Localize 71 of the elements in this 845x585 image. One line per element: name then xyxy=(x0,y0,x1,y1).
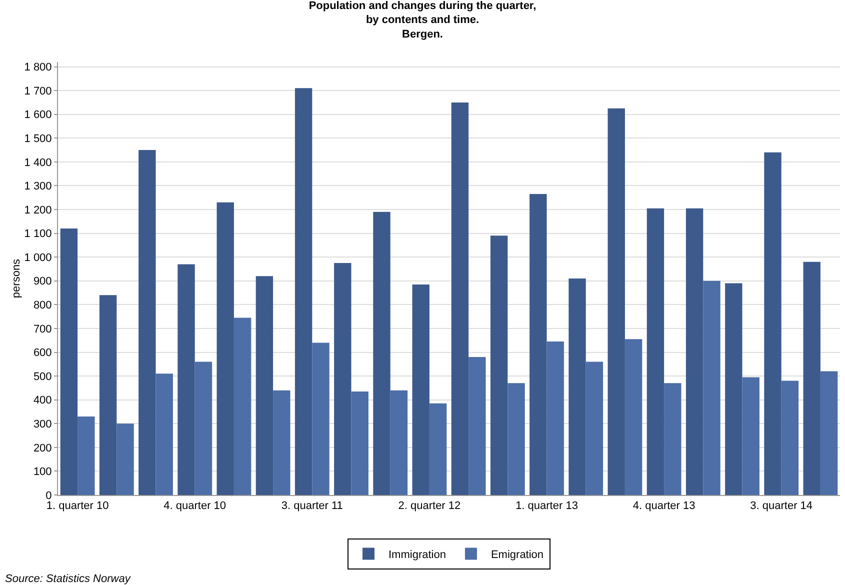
bar xyxy=(138,150,156,495)
bar xyxy=(99,295,117,495)
bar xyxy=(273,390,290,495)
x-tick-label: 4. quarter 13 xyxy=(632,500,696,512)
bar xyxy=(624,339,642,495)
bar xyxy=(351,392,368,495)
y-tick-label: 1 700 xyxy=(24,85,52,98)
bar xyxy=(686,208,704,495)
x-tick-label: 2. quarter 12 xyxy=(398,500,461,512)
bar xyxy=(803,262,820,495)
y-tick-label: 1 400 xyxy=(24,156,52,169)
x-tick-label: 1. quarter 13 xyxy=(516,500,578,512)
bar xyxy=(60,228,78,495)
bar xyxy=(568,278,586,495)
y-tick-label: 1 200 xyxy=(24,204,52,216)
bar xyxy=(820,371,838,495)
bar xyxy=(508,383,525,495)
bar xyxy=(78,416,95,495)
bar xyxy=(646,208,664,495)
bar xyxy=(429,403,447,495)
legend-label: Immigration xyxy=(388,549,446,562)
x-tick-label: 3. quarter 11 xyxy=(281,500,343,512)
bar xyxy=(468,357,486,495)
bar xyxy=(608,108,625,495)
bar xyxy=(194,362,212,495)
bar xyxy=(530,194,547,495)
y-tick-label: 1 000 xyxy=(24,252,52,264)
y-tick-label: 800 xyxy=(33,300,52,312)
y-tick-label: 1 100 xyxy=(24,228,52,240)
y-tick-label: 100 xyxy=(33,466,52,478)
bar xyxy=(725,283,742,495)
bar xyxy=(742,377,760,495)
y-tick-label: 0 xyxy=(46,490,52,502)
bar xyxy=(390,390,408,495)
bar xyxy=(703,280,720,495)
bar xyxy=(294,88,312,495)
bar xyxy=(312,342,330,495)
bar xyxy=(178,264,195,495)
y-axis-title: persons xyxy=(10,258,22,298)
x-tick-label: 3. quarter 14 xyxy=(750,500,813,512)
y-tick-label: 200 xyxy=(33,442,52,454)
bar xyxy=(256,276,274,495)
bar xyxy=(664,383,682,495)
y-tick-label: 300 xyxy=(33,418,52,430)
bar xyxy=(451,102,469,495)
bar xyxy=(216,202,234,495)
y-tick-label: 1 500 xyxy=(24,132,52,145)
bar xyxy=(412,284,430,495)
x-tick-label: 1. quarter 10 xyxy=(46,500,109,512)
bar xyxy=(156,374,173,495)
y-tick-label: 1 600 xyxy=(24,109,52,122)
bar xyxy=(234,318,252,495)
bar xyxy=(334,263,352,495)
bar xyxy=(116,424,134,495)
bar xyxy=(781,380,799,495)
y-tick-label: 1 800 xyxy=(24,62,52,74)
y-tick-label: 500 xyxy=(33,370,52,383)
x-tick-label: 4. quarter 10 xyxy=(164,500,226,512)
bar xyxy=(490,236,508,495)
y-tick-label: 900 xyxy=(33,276,52,288)
bar xyxy=(586,362,604,495)
legend-label: Emigration xyxy=(490,549,544,562)
y-tick-label: 1 300 xyxy=(24,180,52,193)
source-note: Source: Statistics Norway xyxy=(5,573,132,585)
bar xyxy=(373,212,390,495)
chart-title: Population and changes during the quarter, by contents and time. Bergen. xyxy=(308,0,536,40)
y-tick-label: 700 xyxy=(33,323,52,336)
bar xyxy=(546,342,564,495)
y-tick-label: 600 xyxy=(33,347,52,360)
bar xyxy=(764,152,782,495)
y-tick-label: 400 xyxy=(33,394,52,407)
